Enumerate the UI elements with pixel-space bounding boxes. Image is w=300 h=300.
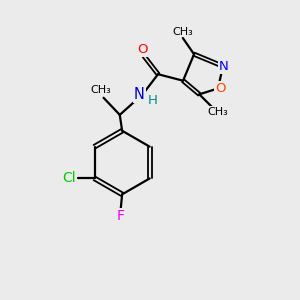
Text: O: O — [137, 43, 148, 56]
Text: Cl: Cl — [62, 172, 76, 185]
Text: H: H — [148, 94, 158, 107]
Text: N: N — [219, 60, 228, 73]
Text: N: N — [134, 87, 145, 102]
Text: CH₃: CH₃ — [90, 85, 111, 95]
Text: CH₃: CH₃ — [207, 107, 228, 117]
Text: O: O — [215, 82, 226, 95]
Text: CH₃: CH₃ — [172, 27, 193, 37]
Text: F: F — [117, 209, 125, 223]
